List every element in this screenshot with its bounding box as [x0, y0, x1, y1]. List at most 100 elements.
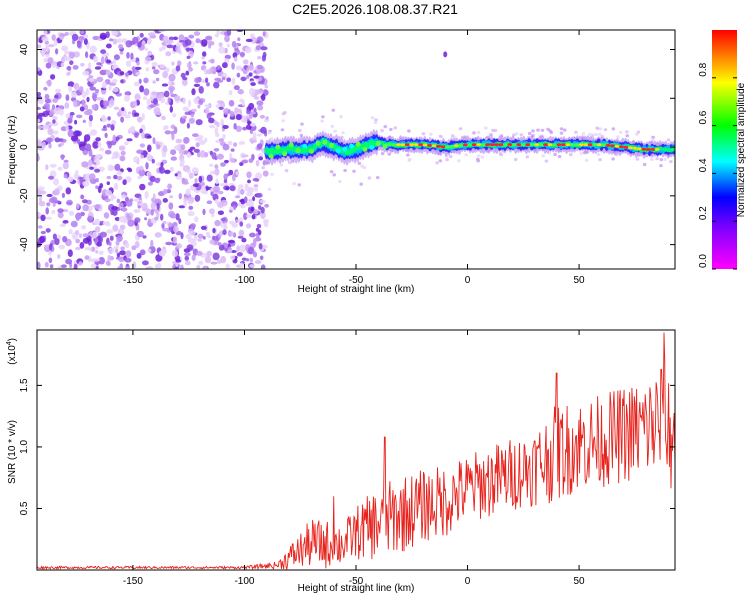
spectrogram-noise-cell [122, 179, 127, 186]
spectrogram-noise-cell [218, 138, 225, 142]
spectrogram-noise-cell [262, 31, 266, 37]
spectrogram-noise-cell [225, 263, 230, 269]
spectrogram-noise-cell [67, 81, 75, 88]
spectrogram-noise-cell [204, 107, 210, 115]
spectrogram-scatter-cell [625, 134, 630, 138]
spectrogram-noise-cell [150, 209, 154, 216]
spectrogram-noise-cell [119, 250, 126, 256]
spectrogram-noise-cell [67, 249, 73, 257]
spectrogram-noise-cell [58, 143, 62, 148]
spectrogram-scatter-cell [541, 154, 545, 158]
spectrogram-noise-cell [57, 254, 61, 259]
spectrogram-noise-cell [193, 83, 201, 87]
spectrogram-noise-cell [234, 107, 239, 114]
spectrogram-noise-cell [68, 51, 75, 59]
spectrogram-noise-cell [254, 260, 262, 264]
spectrogram-core-cell [512, 143, 517, 147]
spectrogram-noise-cell [60, 154, 65, 161]
spectrogram-scatter-cell [389, 127, 393, 132]
spectrogram-noise-cell [154, 216, 159, 221]
spectrogram-noise-cell [83, 110, 92, 116]
spectrogram-noise-cell [242, 126, 248, 131]
spectrogram-noise-cell [95, 250, 99, 254]
spectrogram-noise-cell [190, 223, 196, 229]
spectrogram-xtick-label: -100 [234, 275, 254, 286]
spectrogram-core-cell [462, 143, 468, 147]
spectrogram-noise-cell [54, 238, 60, 246]
spectrogram-noise-cell [202, 51, 207, 57]
spectrogram-noise-cell [248, 64, 254, 72]
spectrogram-noise-cell [100, 49, 107, 54]
spectrogram-noise-cell [74, 246, 82, 251]
spectrogram-noise-cell [81, 225, 87, 230]
spectrogram-noise-cell [217, 259, 222, 264]
spectrogram-noise-cell [255, 159, 260, 167]
spectrogram-noise-cell [158, 47, 163, 52]
spectrogram-noise-cell [37, 125, 43, 130]
spectrogram-noise-cell [170, 124, 176, 129]
spectrogram-noise-cell [151, 66, 156, 70]
spectrogram-noise-cell [179, 158, 185, 166]
spectrogram-noise-cell [102, 221, 107, 225]
spectrogram-noise-cell [73, 263, 78, 269]
spectrogram-noise-cell [109, 235, 114, 241]
spectrogram-noise-cell [222, 133, 226, 140]
spectrogram-noise-cell [141, 131, 145, 139]
spectrogram-noise-cell [108, 85, 112, 91]
spectrogram-noise-cell [115, 247, 119, 254]
spectrogram-noise-cell [162, 188, 168, 195]
spectrogram-noise-cell [174, 95, 181, 102]
spectrogram-noise-cell [118, 202, 124, 208]
spectrogram-noise-cell [143, 88, 150, 96]
spectrogram-noise-cell [93, 165, 97, 170]
spectrogram-scatter-cell [448, 154, 453, 159]
spectrogram-noise-cell [258, 76, 263, 82]
spectrogram-scatter-cell [450, 134, 455, 138]
spectrogram-noise-cell [119, 224, 126, 230]
spectrogram-noise-cell [82, 119, 87, 124]
colorbar-tick-label: 0.8 [698, 62, 709, 76]
spectrogram-noise-cell [205, 77, 209, 83]
spectrogram-noise-cell [171, 61, 175, 66]
spectrogram-noise-cell [190, 113, 195, 118]
spectrogram-noise-cell [88, 78, 95, 82]
spectrogram-scatter-cell [339, 115, 343, 119]
spectrogram-noise-cell [124, 176, 132, 183]
spectrogram-noise-cell [119, 71, 125, 76]
spectrogram-noise-cell [198, 86, 204, 94]
spectrogram-noise-cell [166, 39, 174, 44]
spectrogram-noise-cell [37, 147, 45, 151]
spectrogram-noise-cell [131, 66, 136, 74]
spectrogram-noise-cell [214, 168, 220, 176]
spectrogram-scatter-cell [280, 128, 285, 132]
spectrogram-noise-cell [113, 106, 120, 110]
spectrogram-noise-cell [260, 211, 266, 219]
spectrogram-noise-cell [240, 76, 247, 82]
spectrogram-noise-cell [111, 65, 117, 70]
spectrogram-noise-cell [253, 107, 257, 113]
spectrogram-noise-cell [125, 266, 131, 269]
spectrogram-band-cell [379, 140, 385, 145]
spectrogram-scatter-cell [480, 155, 485, 159]
spectrogram-noise-cell [42, 124, 50, 130]
spectrogram-noise-cell [252, 132, 257, 139]
spectrogram-noise-cell [65, 187, 72, 195]
spectrogram-band-cell [288, 142, 294, 148]
spectrogram-noise-cell [37, 188, 42, 196]
spectrogram-noise-cell [222, 229, 227, 236]
spectrogram-scatter-cell [489, 133, 493, 137]
spectrogram-noise-cell [136, 61, 140, 66]
spectrogram-noise-cell [191, 88, 196, 96]
spectrogram-band-cell [322, 139, 328, 145]
spectrogram-noise-cell [107, 254, 111, 262]
spectrogram-noise-cell [154, 263, 160, 269]
spectrogram-noise-cell [249, 257, 254, 263]
snr-ytick-label: 1.5 [19, 378, 30, 392]
spectrogram-core-cell [570, 143, 575, 147]
spectrogram-noise-cell [145, 266, 154, 269]
spectrogram-noise-cell [79, 242, 85, 249]
spectrogram-scatter-cell [373, 121, 378, 125]
spectrogram-noise-cell [249, 128, 254, 135]
spectrogram-noise-cell [132, 36, 139, 45]
spectrogram-noise-cell [147, 144, 152, 153]
